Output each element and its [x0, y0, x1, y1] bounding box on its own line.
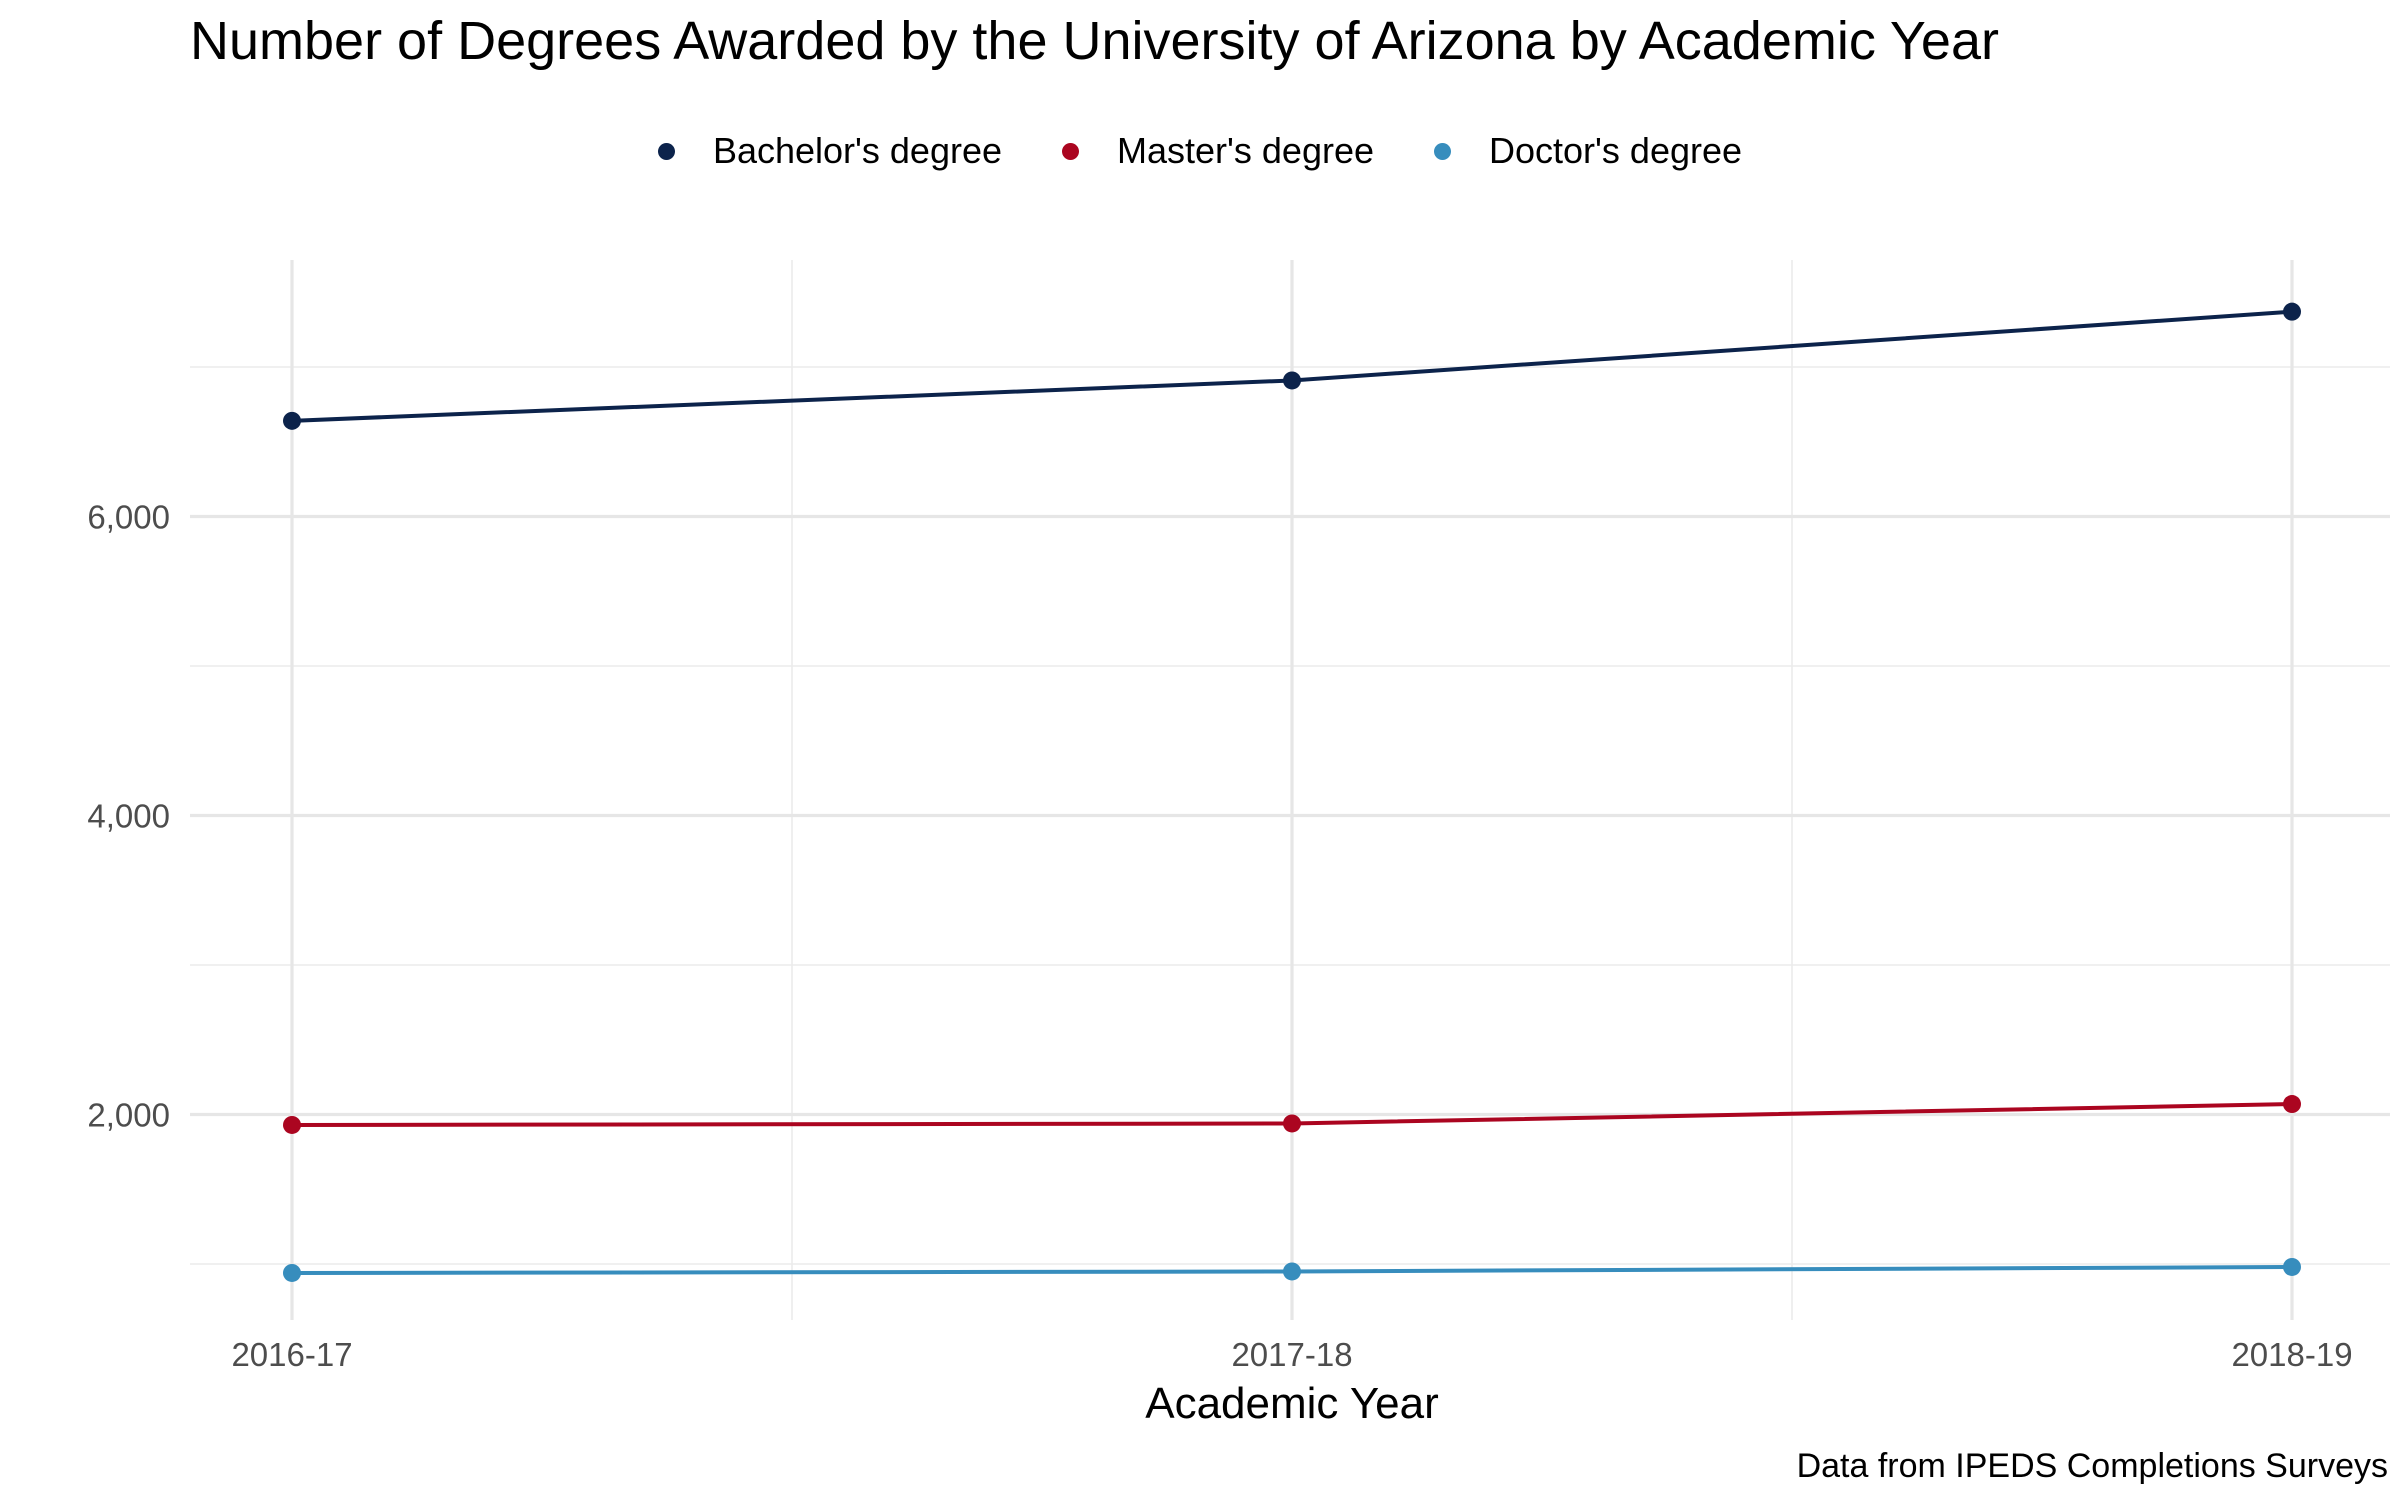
legend-item-bachelors: Bachelor's degree	[657, 130, 1003, 172]
data-point	[283, 411, 301, 430]
data-point	[1283, 1262, 1301, 1281]
data-point	[283, 1115, 301, 1134]
caption: Data from IPEDS Completions Surveys	[1797, 1447, 2388, 1485]
legend-item-masters: Master's degree	[1062, 130, 1374, 172]
legend-label-bachelors: Bachelor's degree	[712, 130, 1003, 171]
y-tick-label: 4,000	[87, 798, 170, 835]
x-axis-title: Academic Year	[1145, 1379, 1439, 1428]
x-tick-label: 2017-18	[1231, 1336, 1352, 1373]
data-point	[2283, 302, 2301, 321]
chart-title: Number of Degrees Awarded by the Univers…	[190, 11, 1999, 71]
data-point	[2283, 1257, 2301, 1276]
x-tick-label: 2016-17	[231, 1336, 352, 1373]
legend-label-doctors: Doctor's degree	[1489, 130, 1743, 171]
data-point	[1283, 371, 1301, 390]
data-point	[1283, 1114, 1301, 1133]
legend: Bachelor's degree Master's degree Doctor…	[0, 130, 2400, 172]
legend-marker-doctors	[1434, 142, 1452, 160]
legend-label-masters: Master's degree	[1117, 130, 1375, 171]
legend-marker-masters	[1062, 142, 1080, 160]
data-point	[2283, 1095, 2301, 1114]
legend-item-doctors: Doctor's degree	[1434, 130, 1742, 172]
legend-marker-bachelors	[657, 142, 675, 160]
data-point	[283, 1263, 301, 1282]
y-tick-label: 6,000	[87, 499, 170, 536]
y-tick-label: 2,000	[87, 1097, 170, 1134]
x-tick-label: 2018-19	[2231, 1336, 2352, 1373]
